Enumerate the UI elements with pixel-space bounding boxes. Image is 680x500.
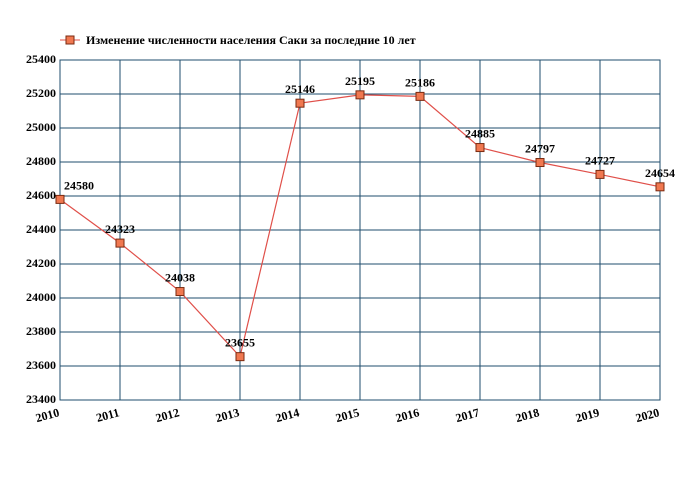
marker (115, 238, 125, 248)
y-tick-label: 23800 (26, 324, 56, 338)
y-tick-label: 25200 (26, 86, 56, 100)
data-label: 24885 (465, 127, 495, 141)
x-tick-label: 2020 (634, 405, 661, 425)
y-tick-label: 23400 (26, 392, 56, 406)
y-tick-label: 24200 (26, 256, 56, 270)
data-label: 25195 (345, 74, 375, 88)
y-tick-label: 24000 (26, 290, 56, 304)
marker (475, 143, 485, 153)
data-label: 24038 (165, 271, 195, 285)
marker (235, 352, 245, 362)
y-tick-label: 24800 (26, 154, 56, 168)
x-tick-label: 2015 (334, 405, 361, 425)
x-tick-label: 2011 (95, 405, 121, 425)
marker (55, 194, 65, 204)
marker (355, 90, 365, 100)
x-tick-label: 2018 (514, 405, 541, 425)
y-tick-label: 24600 (26, 188, 56, 202)
y-tick-label: 25400 (26, 52, 56, 66)
data-label: 25146 (285, 82, 315, 96)
marker (655, 182, 665, 192)
marker (415, 91, 425, 101)
x-tick-label: 2014 (274, 405, 301, 425)
x-tick-label: 2012 (154, 405, 181, 425)
y-tick-label: 23600 (26, 358, 56, 372)
x-tick-label: 2017 (454, 405, 481, 425)
plot-frame (59, 59, 661, 401)
marker (595, 169, 605, 179)
data-label: 24797 (525, 142, 555, 156)
y-tick-label: 25000 (26, 120, 56, 134)
x-tick-label: 2016 (394, 405, 421, 425)
marker (175, 287, 185, 297)
data-label: 24580 (64, 178, 94, 192)
marker (535, 158, 545, 168)
legend-label: Изменение численности населения Саки за … (86, 33, 416, 47)
y-tick-label: 24400 (26, 222, 56, 236)
data-label: 24654 (645, 166, 675, 180)
x-tick-label: 2013 (214, 405, 241, 425)
x-tick-label: 2010 (34, 405, 61, 425)
marker (295, 98, 305, 108)
data-label: 24727 (585, 153, 615, 167)
data-label: 24323 (105, 222, 135, 236)
legend-marker (65, 35, 75, 45)
data-label: 25186 (405, 75, 435, 89)
data-label: 23655 (225, 336, 255, 350)
x-tick-label: 2019 (574, 405, 601, 425)
